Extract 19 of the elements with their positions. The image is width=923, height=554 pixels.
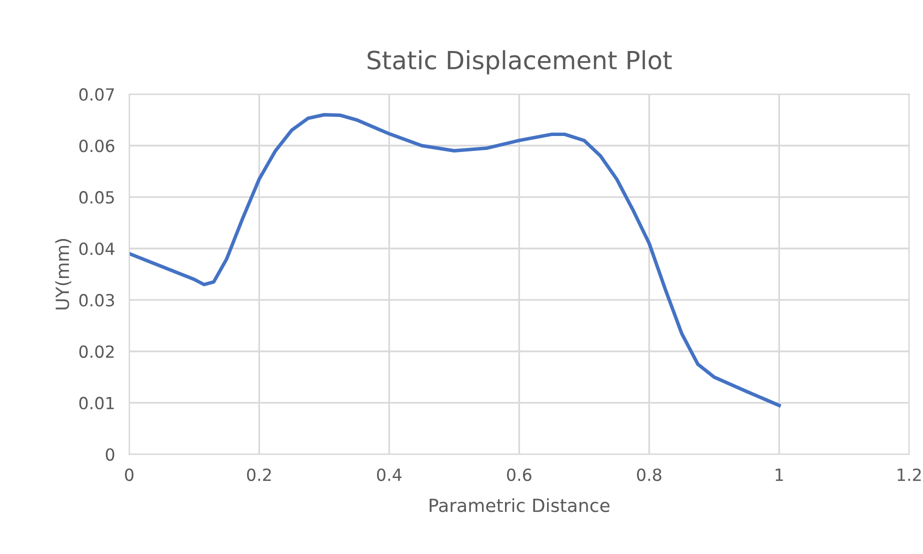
- y-tick-label: 0.02: [79, 345, 114, 358]
- x-tick-label: 1: [776, 468, 783, 481]
- y-tick-label: 0.05: [79, 191, 114, 204]
- y-tick-label: 0.03: [79, 294, 114, 307]
- y-tick-label: 0.04: [79, 242, 114, 256]
- line-series: [129, 113, 781, 408]
- y-tick-label: 0.07: [79, 88, 114, 101]
- chart-title: Static Displacement Plot: [368, 50, 672, 74]
- y-tick-label: 0.06: [79, 140, 114, 152]
- x-axis-title: Parametric Distance: [430, 498, 610, 512]
- x-tick-label: 0.6: [507, 468, 532, 482]
- y-tick-label: 0: [106, 448, 114, 461]
- x-tick-label: 0.8: [637, 468, 662, 482]
- y-axis-title: UY(mm): [55, 239, 72, 310]
- x-tick-label: 0.2: [247, 468, 271, 482]
- x-tick-label: 0: [125, 468, 134, 482]
- x-tick-label: 0.4: [377, 468, 402, 482]
- x-tick-label: 1.2: [898, 468, 921, 481]
- y-tick-label: 0.01: [79, 396, 114, 410]
